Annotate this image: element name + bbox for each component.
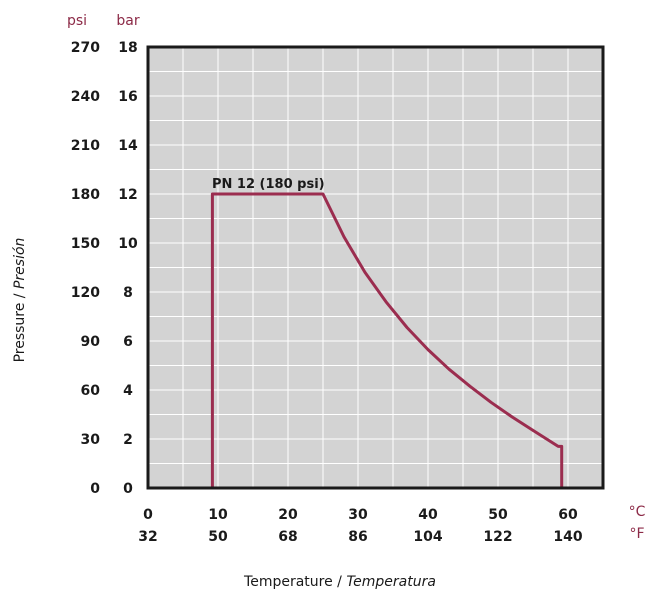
x-axis-title: Temperature / Temperatura [243, 574, 436, 590]
x-tick-label-celsius: 40 [418, 507, 438, 523]
y-tick-label-psi: 270 [71, 40, 100, 56]
y-tick-label-psi: 60 [81, 383, 101, 399]
y-tick-label-psi: 0 [90, 481, 100, 497]
x-tick-label-celsius: 60 [558, 507, 578, 523]
x-tick-label-fahrenheit: 140 [553, 529, 582, 545]
x-tick-label-celsius: 50 [488, 507, 508, 523]
x-tick-label-fahrenheit: 50 [208, 529, 228, 545]
x-tick-label-celsius: 20 [278, 507, 298, 523]
y-tick-label-bar: 8 [123, 285, 133, 301]
y-tick-label-psi: 180 [71, 187, 100, 203]
y-tick-label-bar: 2 [123, 432, 133, 448]
y-tick-label-psi: 30 [81, 432, 101, 448]
y-tick-label-bar: 4 [123, 383, 133, 399]
y-tick-label-bar: 0 [123, 481, 133, 497]
celsius-unit-label: °C [629, 504, 646, 520]
x-tick-label-celsius: 30 [348, 507, 368, 523]
y-tick-label-bar: 6 [123, 334, 133, 350]
y-axis-title-italic: Presión [12, 238, 28, 289]
grid-lines [148, 47, 603, 488]
psi-unit-label: psi [67, 13, 87, 29]
y-tick-label-psi: 90 [81, 334, 101, 350]
plot-frame [146, 45, 605, 490]
bar-unit-label: bar [116, 13, 139, 29]
x-axis-title-main: Temperature / [243, 574, 346, 590]
x-tick-label-fahrenheit: 68 [278, 529, 297, 545]
pn12-annotation: PN 12 (180 psi) [212, 177, 325, 192]
y-tick-label-bar: 10 [118, 236, 138, 252]
series-line [210, 192, 564, 488]
y-tick-label-bar: 16 [118, 89, 137, 105]
y-tick-label-psi: 120 [71, 285, 100, 301]
y-axis-title: Pressure / Presión [12, 238, 28, 363]
x-tick-label-fahrenheit: 32 [138, 529, 157, 545]
x-tick-labels: 0 32 10 50 20 68 30 86 40 104 50 122 60 140 [138, 507, 583, 545]
x-tick-label-celsius: 10 [208, 507, 228, 523]
y-tick-label-bar: 18 [118, 40, 137, 56]
y-tick-label-bar: 14 [118, 138, 138, 154]
x-tick-label-fahrenheit: 104 [413, 529, 442, 545]
fahrenheit-unit-label: °F [629, 526, 644, 542]
y-tick-labels: 270 18 240 16 210 14 180 12 150 10 120 8 90 6 60 4 30 2 0 0 [71, 40, 138, 497]
y-tick-label-psi: 240 [71, 89, 100, 105]
y-axis-title-main: Pressure / [12, 289, 28, 362]
y-tick-label-psi: 150 [71, 236, 100, 252]
y-tick-label-psi: 210 [71, 138, 100, 154]
x-tick-label-fahrenheit: 86 [348, 529, 367, 545]
x-tick-label-fahrenheit: 122 [483, 529, 512, 545]
x-tick-label-celsius: 0 [143, 507, 153, 523]
x-axis-title-italic: Temperatura [346, 574, 436, 590]
y-tick-label-bar: 12 [118, 187, 137, 203]
